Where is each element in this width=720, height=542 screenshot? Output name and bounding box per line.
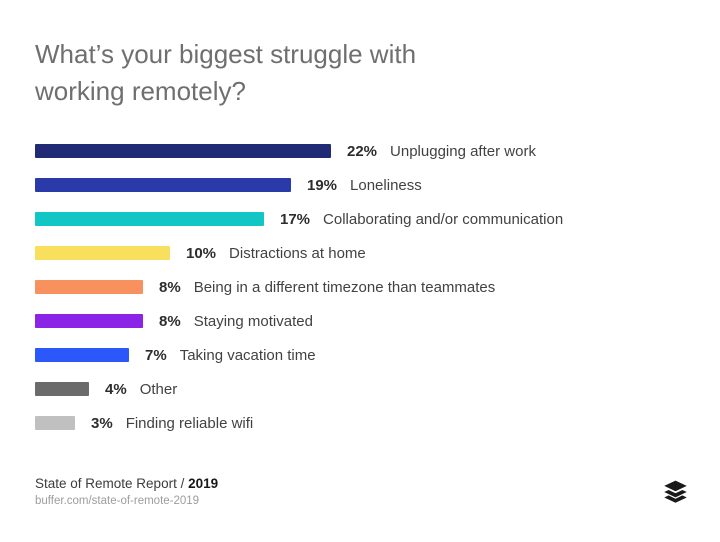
bar-label: Being in a different timezone than teamm… (193, 278, 496, 296)
bar (35, 348, 129, 362)
bar-label: Taking vacation time (179, 346, 316, 364)
bar (35, 246, 170, 260)
bar-value: 19% (307, 176, 338, 194)
bar-value: 8% (159, 278, 181, 296)
bar (35, 144, 331, 158)
bar-row: 7% Taking vacation time (35, 346, 710, 364)
page-title-line1: What’s your biggest struggle with (35, 39, 417, 69)
page-title: What’s your biggest struggle with workin… (35, 36, 416, 110)
bar-value: 22% (347, 142, 378, 160)
bar (35, 382, 89, 396)
bar-label: Staying motivated (193, 312, 313, 330)
bar-value: 7% (145, 346, 167, 364)
bar-label: Distractions at home (229, 244, 366, 262)
bar-row: 10% Distractions at home (35, 244, 710, 262)
bar (35, 314, 143, 328)
bar-row: 17% Collaborating and/or communication (35, 210, 710, 228)
bar-chart: 22% Unplugging after work 19% Loneliness… (35, 142, 710, 450)
bar-label: Finding reliable wifi (125, 414, 254, 432)
bar-value: 4% (105, 380, 127, 398)
buffer-logo-layers (664, 480, 687, 503)
bar-label: Other (139, 380, 178, 398)
bar-value: 3% (91, 414, 113, 432)
footer-report-year: 2019 (188, 476, 219, 491)
footer: State of Remote Report / 2019 buffer.com… (35, 476, 218, 507)
buffer-logo-icon (664, 480, 687, 503)
bar-row: 22% Unplugging after work (35, 142, 710, 160)
bar-label: Loneliness (350, 176, 422, 194)
bar-value: 10% (186, 244, 217, 262)
page-title-line2: working remotely? (35, 76, 246, 106)
bar-value: 17% (280, 210, 311, 228)
bar-row: 4% Other (35, 380, 710, 398)
bar (35, 178, 291, 192)
bar (35, 416, 75, 430)
bar-label: Unplugging after work (390, 142, 536, 160)
footer-report-title: State of Remote Report / 2019 (35, 476, 218, 491)
bar (35, 212, 264, 226)
bar-value: 8% (159, 312, 181, 330)
bar-label: Collaborating and/or communication (323, 210, 564, 228)
bar (35, 280, 143, 294)
bar-row: 8% Staying motivated (35, 312, 710, 330)
bar-row: 8% Being in a different timezone than te… (35, 278, 710, 296)
footer-url: buffer.com/state-of-remote-2019 (35, 495, 200, 507)
footer-report-label: State of Remote Report / (35, 476, 185, 491)
bar-row: 3% Finding reliable wifi (35, 414, 710, 432)
bar-row: 19% Loneliness (35, 176, 710, 194)
